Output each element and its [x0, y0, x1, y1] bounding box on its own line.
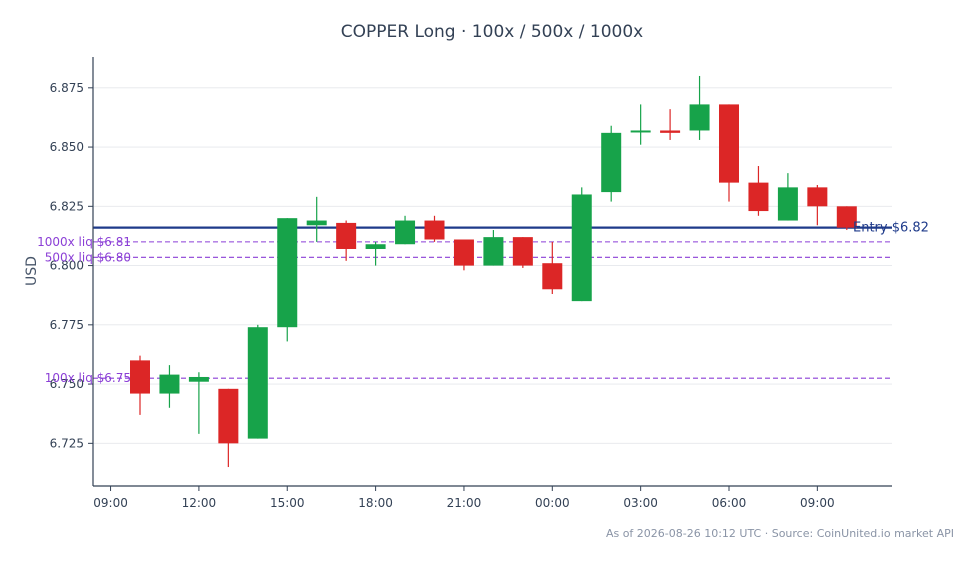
candle-body	[512, 237, 533, 266]
footer-source: As of 2026-08-26 10:12 UTC · Source: Coi…	[606, 527, 954, 540]
candle-body	[188, 376, 209, 382]
y-tick-label: 6.775	[50, 318, 84, 332]
y-axis-label: USD	[24, 256, 40, 286]
candle-body	[336, 222, 357, 249]
candle-body	[247, 327, 268, 439]
x-tick-label: 21:00	[447, 496, 482, 510]
liquidation-label: 100x liq $6.75	[45, 371, 131, 385]
candle-body	[365, 244, 386, 249]
liquidation-label: 1000x liq $6.81	[37, 235, 131, 249]
grid-lines	[93, 87, 892, 444]
candle-body	[807, 187, 828, 207]
entry-label: Entry $6.82	[853, 221, 929, 236]
candle-body	[601, 132, 622, 193]
candle-body	[542, 263, 563, 290]
candle-body	[719, 104, 739, 183]
candle-body	[836, 206, 857, 228]
x-tick-labels: 09:00 12:00 15:00 18:00 21:00 00:00 03:00 06:00…	[93, 486, 835, 510]
candle-body	[660, 130, 681, 133]
candle-body	[395, 220, 416, 245]
candle-body	[571, 194, 592, 302]
y-tick-label: 6.850	[50, 140, 84, 154]
candle-body	[777, 187, 798, 221]
x-tick-label: 06:00	[712, 496, 747, 510]
y-tick-label: 6.725	[50, 436, 84, 450]
x-tick-label: 15:00	[270, 496, 305, 510]
x-tick-label: 12:00	[182, 496, 217, 510]
y-tick-label: 6.800	[50, 259, 84, 273]
y-tick-label: 6.750	[50, 377, 84, 391]
candle-body	[306, 220, 327, 226]
y-tick-labels: 6.725 6.750 6.775 6.800 6.825 6.850 6.875	[50, 81, 93, 450]
candle-body	[159, 374, 180, 394]
candle-body	[689, 104, 710, 131]
candle-body	[424, 220, 445, 240]
x-tick-label: 09:00	[800, 496, 835, 510]
candle-body	[218, 388, 239, 444]
x-tick-label: 00:00	[535, 496, 570, 510]
axes	[92, 57, 892, 487]
candle-body	[483, 237, 504, 266]
price-levels	[93, 226, 892, 379]
candle-body	[130, 360, 150, 394]
candle-body	[630, 130, 651, 133]
candles	[130, 75, 857, 468]
y-tick-label: 6.825	[50, 199, 84, 213]
x-tick-label: 18:00	[358, 496, 393, 510]
y-tick-label: 6.875	[50, 81, 84, 95]
liquidation-label: 500x liq $6.80	[45, 250, 131, 264]
candle-body	[748, 182, 769, 212]
x-tick-label: 09:00	[93, 496, 128, 510]
candle-body	[453, 239, 474, 266]
chart-title: COPPER Long · 100x / 500x / 1000x	[341, 22, 643, 42]
candle-body	[277, 218, 298, 328]
x-tick-label: 03:00	[623, 496, 658, 510]
